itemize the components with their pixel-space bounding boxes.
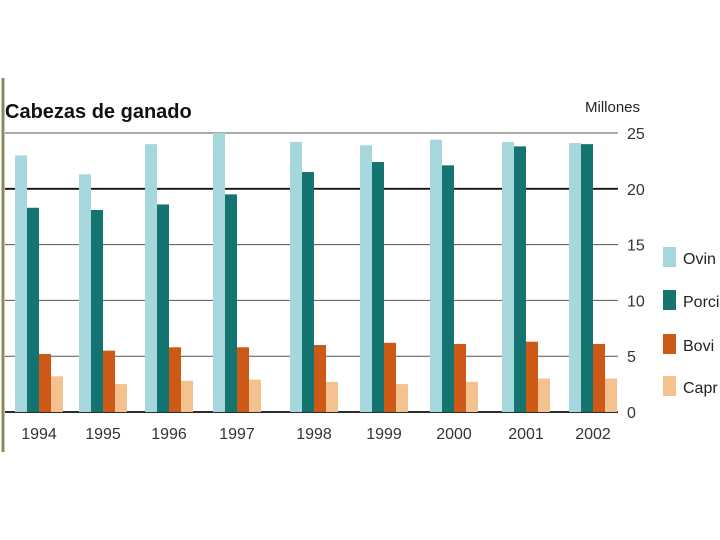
bar-porcino-1997: [225, 194, 237, 412]
bar-bovino-2002: [593, 343, 605, 412]
bar-porcino-1999: [372, 162, 384, 412]
bar-ovino-2000: [430, 139, 442, 413]
x-tick-label: 1998: [296, 426, 332, 443]
bar-porcino-1995: [91, 210, 103, 412]
legend-swatch-porcino: [663, 290, 676, 310]
bar-bovino-1996: [169, 347, 181, 412]
x-tick-label: 1994: [21, 426, 57, 443]
y-tick-label: 25: [627, 126, 645, 143]
bar-caprino-2001: [538, 378, 550, 412]
bar-ovino-1994: [15, 155, 27, 412]
chart-title: Cabezas de ganado: [5, 101, 192, 123]
bar-ovino-1998: [290, 141, 302, 413]
legend: Ovin Porci Bovi Capr: [663, 247, 719, 397]
bar-bovino-2000: [454, 343, 466, 412]
bar-caprino-2002: [605, 378, 617, 412]
x-tick-label: 2000: [436, 426, 472, 443]
bar-porcino-1996: [157, 204, 169, 412]
legend-swatch-bovino: [663, 334, 676, 354]
bar-porcino-1998: [302, 172, 314, 412]
y-tick-label: 0: [627, 405, 636, 422]
bar-bovino-1994: [39, 353, 51, 412]
bar-ovino-1999: [360, 145, 372, 412]
x-tick-label: 2002: [575, 426, 611, 443]
bar-ovino-1997: [213, 133, 225, 412]
legend-label-caprino: Capr: [683, 380, 718, 397]
x-tick-label: 1996: [151, 426, 187, 443]
bar-bovino-1998: [314, 345, 326, 412]
bars: [15, 133, 617, 413]
bar-bovino-1999: [384, 342, 396, 412]
units-label: Millones: [585, 99, 640, 116]
bar-ovino-1996: [145, 144, 157, 412]
x-tick-label: 1995: [85, 426, 121, 443]
x-tick-label: 1999: [366, 426, 402, 443]
y-tick-label: 15: [627, 238, 645, 255]
bar-ovino-2001: [502, 141, 514, 413]
bar-ovino-2002: [569, 143, 581, 412]
x-tick-label: 2001: [508, 426, 544, 443]
legend-label-ovino: Ovin: [683, 251, 716, 268]
bar-porcino-2000: [442, 165, 454, 412]
bar-caprino-1997: [249, 379, 261, 412]
bar-porcino-1994: [27, 207, 39, 412]
bar-caprino-1994: [51, 376, 63, 412]
bar-caprino-1998: [326, 381, 338, 412]
legend-swatch-ovino: [663, 247, 676, 267]
x-tick-label: 1997: [219, 426, 255, 443]
y-tick-label: 5: [627, 349, 636, 366]
bar-bovino-2001: [526, 341, 538, 412]
bar-caprino-1996: [181, 380, 193, 412]
y-tick-label: 20: [627, 182, 645, 199]
y-axis-tick-labels: 0 5 10 15 20 25: [627, 126, 645, 422]
bar-caprino-2000: [466, 381, 478, 412]
y-tick-label: 10: [627, 293, 645, 310]
bar-bovino-1995: [103, 350, 115, 412]
bar-porcino-2001: [514, 146, 526, 412]
bar-caprino-1999: [396, 384, 408, 412]
legend-swatch-caprino: [663, 376, 676, 396]
bar-ovino-1995: [79, 174, 91, 412]
x-axis-tick-labels: 1994 1995 1996 1997 1998 1999 2000 2001 2002: [21, 426, 611, 443]
legend-label-porcino: Porci: [683, 294, 719, 311]
legend-label-bovino: Bovi: [683, 338, 714, 355]
bar-porcino-2002: [581, 144, 593, 412]
bar-bovino-1997: [237, 347, 249, 412]
bar-caprino-1995: [115, 384, 127, 412]
